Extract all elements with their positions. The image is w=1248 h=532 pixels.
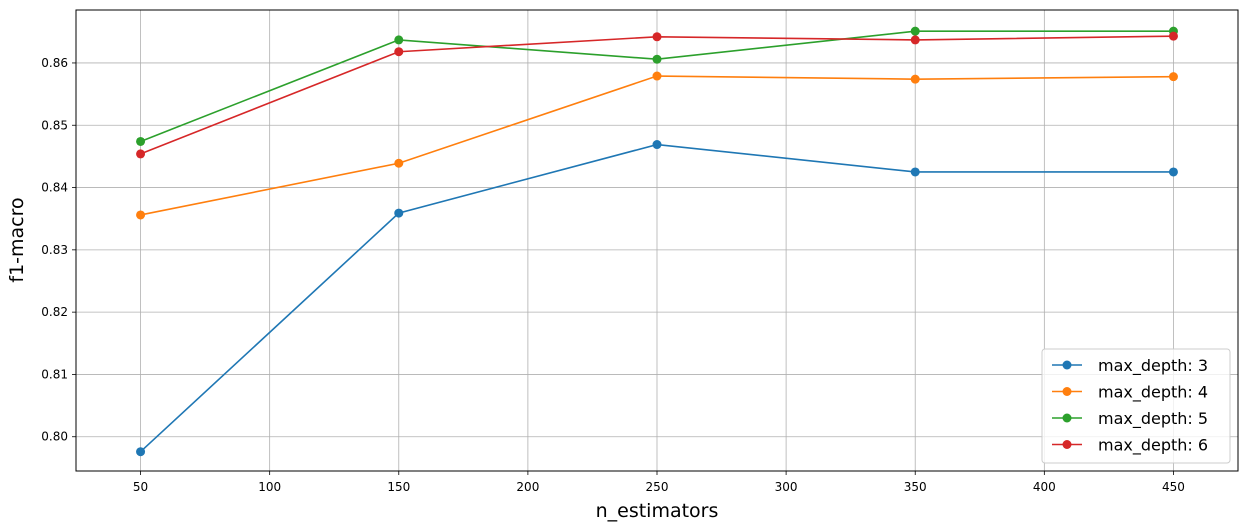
series-4 [136,31,1178,159]
x-tick-label: 200 [516,480,539,494]
y-tick-label: 0.86 [41,56,68,70]
series-1 [136,140,1178,457]
legend-marker [1062,360,1072,370]
x-tick-label: 450 [1162,480,1185,494]
data-point [910,26,920,36]
data-point [136,149,146,159]
x-tick-label: 50 [133,480,148,494]
x-axis-ticks: 50 100 150 200 250 300 350 400 450 [133,471,1185,494]
data-point [394,208,404,218]
legend-label: max_depth: 4 [1098,383,1208,403]
data-point [652,140,662,150]
x-tick-label: 250 [646,480,669,494]
x-tick-label: 150 [387,480,410,494]
legend-marker [1062,440,1072,449]
legend-item: max_depth: 5 [1052,409,1208,429]
legend-item: max_depth: 4 [1052,383,1208,403]
data-point [1168,72,1178,82]
data-point [394,47,404,57]
data-point [652,32,662,42]
legend-label: max_depth: 6 [1098,436,1208,456]
data-point [910,35,920,45]
data-point [394,35,404,45]
y-tick-label: 0.81 [41,367,68,381]
data-point [394,158,404,168]
data-point [136,447,146,457]
legend-label: max_depth: 3 [1098,356,1208,376]
y-tick-label: 0.80 [41,430,68,444]
legend: max_depth: 3 max_depth: 4 max_depth: 5 max_… [1041,348,1231,464]
plot-frame [75,9,1239,472]
legend-label: max_depth: 5 [1098,409,1208,429]
data-point [1168,31,1178,41]
x-tick-label: 400 [1033,480,1056,494]
y-axis-ticks: 0.80 0.81 0.82 0.83 0.84 0.85 0.86 [41,56,76,444]
y-tick-label: 0.84 [41,181,68,195]
x-tick-label: 100 [258,480,281,494]
legend-box [1041,348,1231,464]
data-point [910,74,920,84]
legend-item: max_depth: 3 [1052,356,1208,376]
data-point [1168,167,1178,177]
x-tick-label: 300 [775,480,798,494]
data-point [652,54,662,64]
legend-marker [1062,413,1072,423]
series-3 [136,26,1178,146]
data-point [652,71,662,81]
legend-marker [1062,387,1072,396]
x-tick-label: 350 [904,480,927,494]
data-point [136,136,146,146]
x-axis-label: n_estimators [596,500,719,522]
y-tick-label: 0.82 [41,305,68,319]
series-2 [136,71,1178,220]
legend-item: max_depth: 6 [1052,436,1208,456]
y-axis-label: f1-macro [6,197,28,282]
data-point [910,167,920,177]
data-point [136,210,146,220]
y-tick-label: 0.83 [41,243,68,257]
series-layer [136,26,1178,457]
y-tick-label: 0.85 [41,118,68,132]
